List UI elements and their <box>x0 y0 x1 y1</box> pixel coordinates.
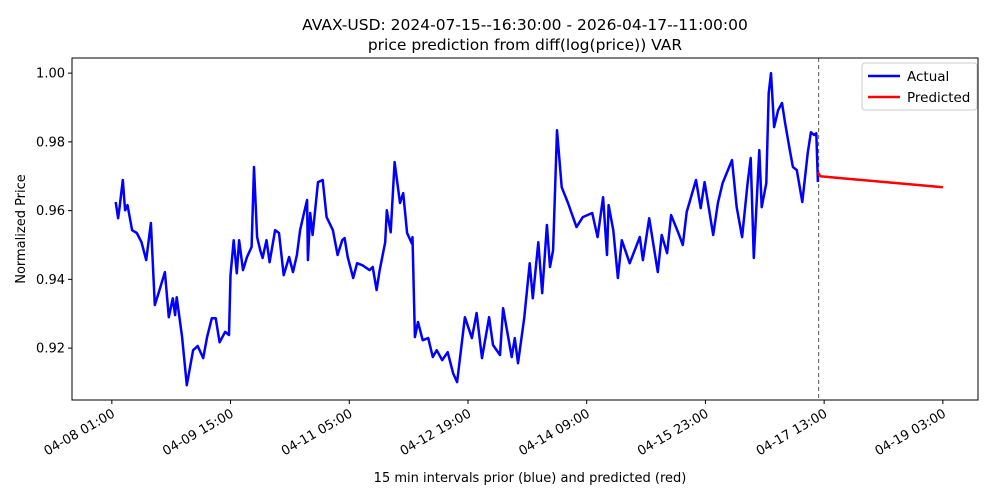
plot-area <box>114 58 944 400</box>
series-line-predicted <box>816 171 944 189</box>
y-axis-label: Normalized Price <box>14 174 29 284</box>
x-axis-label: 15 min intervals prior (blue) and predic… <box>374 471 687 486</box>
chart-title: AVAX-USD: 2024-07-15--16:30:00 - 2026-04… <box>302 16 748 34</box>
y-tick-label: 1.00 <box>36 67 65 82</box>
legend-label-actual: Actual <box>907 69 949 85</box>
y-tick-label: 0.94 <box>36 273 65 288</box>
y-axis: 0.92 0.94 0.96 0.98 1.00 <box>36 67 72 357</box>
y-tick-label: 0.96 <box>36 204 65 219</box>
y-tick-label: 0.92 <box>36 342 65 357</box>
y-tick-label: 0.98 <box>36 135 65 150</box>
legend: Actual Predicted <box>861 62 978 111</box>
legend-label-predicted: Predicted <box>907 90 970 106</box>
axes-frame <box>71 57 979 401</box>
series-line-actual <box>114 71 820 387</box>
chart-subtitle: price prediction from diff(log(price)) V… <box>368 36 683 54</box>
